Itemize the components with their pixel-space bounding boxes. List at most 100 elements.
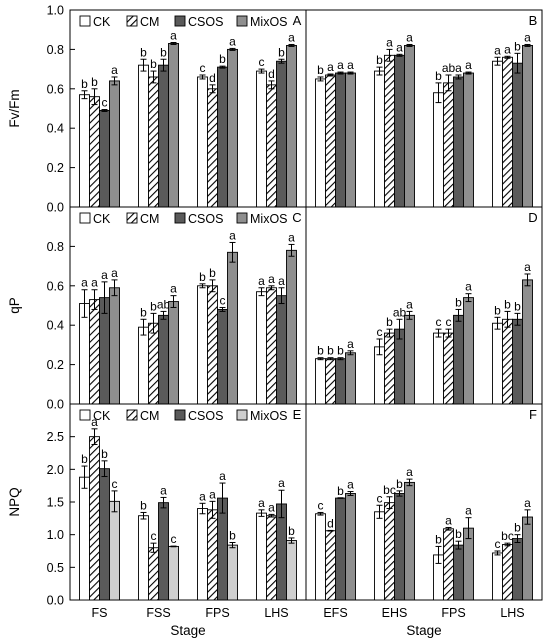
y-tick-label: 0.2 — [47, 161, 64, 175]
bar-CM-FPS — [207, 285, 218, 405]
significance-letter: c — [112, 477, 118, 491]
significance-letter: a — [524, 30, 531, 44]
bar-CSOS-EHS — [394, 328, 405, 405]
significance-letter: c — [436, 315, 442, 329]
significance-letter: b — [317, 63, 324, 77]
bar-MixOS-LHS — [286, 45, 297, 208]
x-tick-label: LHS — [500, 606, 524, 620]
bar-MixOS-EFS — [345, 72, 356, 208]
bar-CK-FPS — [197, 285, 208, 405]
bar-CK-FPS — [433, 332, 444, 405]
bar-MixOS-FPS — [463, 72, 474, 208]
significance-letter: a — [524, 260, 531, 274]
significance-letter: b — [376, 53, 383, 67]
bar-CK-FS — [79, 94, 90, 208]
significance-letter: b — [209, 266, 216, 280]
significance-letter: a — [327, 60, 334, 74]
y-tick-label: 0.6 — [47, 279, 64, 293]
bar-MixOS-FSS — [168, 43, 179, 208]
bar-CK-FSS — [138, 64, 149, 208]
significance-letter: a — [288, 30, 295, 44]
bar-CM-FPS — [443, 528, 454, 601]
bar-CSOS-LHS — [512, 538, 523, 601]
significance-letter: c — [495, 537, 501, 551]
significance-letter: a — [160, 483, 167, 497]
bar-MixOS-FSS — [168, 545, 179, 601]
significance-letter: a — [268, 500, 275, 514]
significance-letter: a — [465, 280, 472, 294]
legend-label-CM: CM — [140, 15, 159, 29]
legend-label-CSOS: CSOS — [188, 409, 223, 423]
legend-label-CK: CK — [93, 409, 111, 423]
bar-CM-FPS — [443, 82, 454, 208]
significance-letter: b — [140, 498, 147, 512]
significance-letter: a — [170, 282, 177, 296]
significance-letter: b — [150, 299, 157, 313]
bar-MixOS-FS — [109, 80, 120, 208]
significance-letter: b — [91, 75, 98, 89]
significance-letter: a — [268, 272, 275, 286]
legend-swatch-CM — [126, 409, 138, 421]
significance-letter: d — [327, 516, 334, 530]
significance-letter: b — [514, 521, 521, 535]
significance-letter: a — [219, 469, 226, 483]
bar-CK-LHS — [256, 70, 267, 208]
bar-CK-LHS — [492, 60, 503, 208]
y-tick-label: 0.2 — [47, 358, 64, 372]
significance-letter: b — [219, 52, 226, 66]
bar-CK-FPS — [433, 92, 444, 208]
bar-CSOS-FS — [99, 468, 110, 601]
significance-letter: bc — [501, 529, 514, 543]
significance-letter: a — [288, 230, 295, 244]
bar-MixOS-EHS — [404, 45, 415, 208]
significance-letter: a — [258, 496, 265, 510]
bar-CM-LHS — [502, 56, 513, 208]
bar-CSOS-FS — [99, 110, 110, 208]
bar-MixOS-FSS — [168, 301, 179, 405]
bar-CSOS-EFS — [335, 358, 346, 405]
significance-letter: a — [406, 465, 413, 479]
significance-letter: a — [347, 337, 354, 351]
x-axis-title: Stage — [406, 623, 441, 638]
significance-letter: a — [258, 274, 265, 288]
significance-letter: a — [229, 228, 236, 242]
legend-label-MixOS: MixOS — [250, 15, 288, 29]
bar-CSOS-EFS — [335, 497, 346, 601]
significance-letter: a — [465, 504, 472, 518]
significance-letter: a — [337, 58, 344, 72]
bar-CM-EFS — [325, 358, 336, 405]
bar-CM-FSS — [148, 322, 159, 405]
significance-letter: b — [514, 39, 521, 53]
bar-CM-LHS — [502, 544, 513, 601]
bar-CK-FPS — [197, 76, 208, 208]
significance-letter: b — [327, 344, 334, 358]
significance-letter: c — [259, 55, 265, 69]
x-tick-label: EFS — [323, 606, 347, 620]
legend-swatch-CSOS — [174, 212, 186, 224]
bar-CK-EHS — [374, 346, 385, 405]
bar-CK-EFS — [315, 513, 326, 601]
bar-MixOS-FPS — [227, 48, 238, 208]
significance-letter: b — [514, 299, 521, 313]
x-axis-title: Stage — [170, 623, 205, 638]
bar-CSOS-FPS — [453, 544, 464, 601]
significance-letter: b — [386, 315, 393, 329]
significance-letter: a — [81, 276, 88, 290]
bar-CM-FS — [89, 436, 100, 601]
significance-letter: c — [377, 491, 383, 505]
bar-CM-EHS — [384, 502, 395, 601]
significance-letter: a — [209, 487, 216, 501]
y-tick-label: 0.6 — [47, 82, 64, 96]
significance-letter: b — [455, 295, 462, 309]
significance-letter: b — [140, 45, 147, 59]
panel-label-F: F — [529, 407, 537, 422]
significance-letter: b — [81, 452, 88, 466]
legend-label-CM: CM — [140, 212, 159, 226]
significance-letter: a — [465, 58, 472, 72]
significance-letter: a — [278, 274, 285, 288]
bar-CM-EFS — [325, 74, 336, 208]
significance-letter: a — [170, 29, 177, 43]
bar-MixOS-EFS — [345, 493, 356, 601]
y-tick-label: 0.0 — [47, 594, 64, 608]
